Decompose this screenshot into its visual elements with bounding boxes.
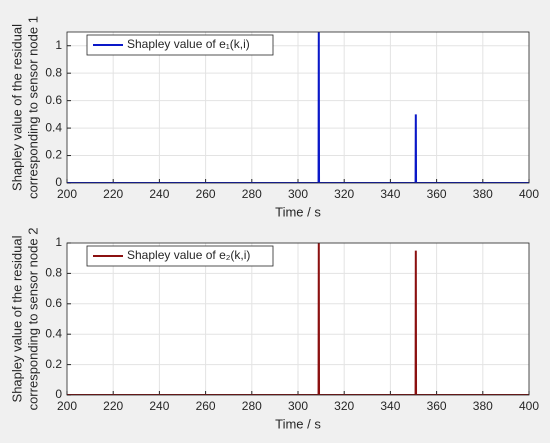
- x-axis-label: Time / s: [275, 204, 321, 219]
- x-tick-label: 240: [149, 187, 169, 201]
- x-tick-label: 300: [288, 187, 308, 201]
- data-line: [67, 243, 529, 395]
- y-tick-label: 0.2: [45, 148, 62, 162]
- x-tick-label: 200: [57, 187, 77, 201]
- x-tick-label: 320: [334, 187, 354, 201]
- x-tick-label: 380: [473, 399, 493, 413]
- y-tick-label: 0.8: [45, 266, 62, 280]
- y-tick-label: 0.8: [45, 65, 62, 79]
- y-axis-label: Shapley value of the residual: [9, 235, 24, 402]
- x-tick-label: 220: [103, 187, 123, 201]
- y-tick-label: 0.2: [45, 357, 62, 371]
- x-tick-label: 240: [149, 399, 169, 413]
- y-tick-label: 0.6: [45, 93, 62, 107]
- y-tick-label: 0.4: [45, 326, 62, 340]
- y-axis-label: Shapley value of the residual: [9, 24, 24, 191]
- x-tick-label: 220: [103, 399, 123, 413]
- x-tick-label: 380: [473, 187, 493, 201]
- y-tick-label: 0.6: [45, 296, 62, 310]
- legend-label: Shapley value of e₂(k,i): [127, 248, 250, 262]
- axes-frame: [66, 31, 530, 184]
- x-tick-label: 280: [242, 187, 262, 201]
- x-tick-label: 300: [288, 399, 308, 413]
- x-tick-label: 340: [380, 399, 400, 413]
- x-tick-label: 260: [196, 399, 216, 413]
- y-axis-label: corresponding to sensor node 2: [25, 228, 40, 411]
- data-line: [67, 32, 529, 183]
- x-tick-label: 280: [242, 399, 262, 413]
- x-tick-label: 200: [57, 399, 77, 413]
- y-tick-label: 0: [55, 175, 62, 189]
- y-tick-label: 0: [55, 387, 62, 401]
- x-tick-label: 400: [519, 187, 539, 201]
- y-axis-label: corresponding to sensor node 1: [25, 16, 40, 199]
- x-tick-label: 360: [427, 399, 447, 413]
- legend-box: [86, 34, 274, 56]
- x-tick-label: 340: [380, 187, 400, 201]
- y-tick-label: 1: [55, 235, 62, 249]
- y-tick-label: 1: [55, 38, 62, 52]
- x-tick-label: 260: [196, 187, 216, 201]
- legend-label: Shapley value of e₁(k,i): [127, 37, 250, 51]
- x-tick-label: 320: [334, 399, 354, 413]
- x-axis-label: Time / s: [275, 416, 321, 431]
- x-tick-label: 360: [427, 187, 447, 201]
- y-tick-label: 0.4: [45, 120, 62, 134]
- x-tick-label: 400: [519, 399, 539, 413]
- legend-box: [86, 245, 274, 267]
- axes-frame: [66, 242, 530, 396]
